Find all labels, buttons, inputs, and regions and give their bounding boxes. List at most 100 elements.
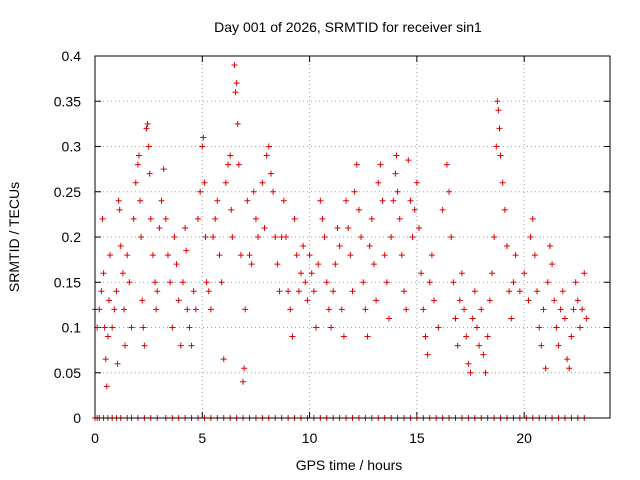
data-point [255, 234, 262, 240]
x-tick-label: 10 [302, 430, 318, 446]
data-point [574, 297, 581, 304]
data-point [411, 206, 418, 213]
data-point [516, 288, 523, 295]
data-point [349, 288, 356, 295]
data-point [104, 333, 111, 340]
data-point [134, 161, 141, 168]
data-point [145, 143, 152, 150]
data-point [383, 279, 390, 286]
y-tick-label: 0.3 [62, 139, 82, 155]
y-tick-label: 0.2 [62, 229, 82, 245]
data-point [452, 315, 459, 322]
data-point [96, 306, 103, 313]
data-point [353, 161, 360, 168]
data-point [244, 197, 251, 204]
data-point [381, 252, 388, 259]
data-point [521, 270, 528, 277]
data-point [202, 234, 209, 240]
data-point [115, 197, 122, 204]
data-point [458, 270, 465, 277]
data-point [478, 306, 485, 313]
data-point [388, 234, 395, 240]
data-point [282, 234, 289, 240]
data-point [122, 342, 129, 349]
data-point [231, 62, 238, 69]
data-point [146, 170, 153, 177]
data-point [407, 197, 414, 204]
data-point [454, 342, 461, 349]
data-point [345, 224, 352, 231]
x-tick-label: 15 [409, 430, 425, 446]
data-point [302, 279, 309, 286]
y-tick-label: 0.25 [54, 184, 81, 200]
data-point [143, 125, 150, 132]
data-point [476, 342, 483, 349]
data-point [315, 261, 322, 268]
data-point [366, 243, 373, 250]
data-point [177, 342, 184, 349]
data-point [555, 342, 562, 349]
data-point [330, 288, 337, 295]
data-point [190, 288, 197, 295]
data-point [428, 252, 435, 259]
data-point [559, 288, 566, 295]
data-point [465, 360, 472, 367]
data-point [111, 306, 118, 313]
data-point [98, 288, 105, 295]
data-point [568, 333, 575, 340]
data-point [493, 143, 500, 150]
data-point [132, 179, 139, 186]
grid-lines [95, 56, 610, 418]
data-point [416, 224, 423, 231]
data-point [248, 261, 255, 268]
data-point [218, 279, 225, 286]
data-point [304, 297, 311, 304]
data-point [527, 234, 534, 240]
data-point [259, 179, 266, 186]
data-point [497, 152, 504, 159]
data-point [313, 324, 320, 331]
data-point [446, 188, 453, 195]
data-point [192, 306, 199, 313]
data-point [362, 306, 369, 313]
data-point [370, 261, 377, 268]
data-point [581, 270, 588, 277]
data-point [233, 80, 240, 87]
data-point [544, 279, 551, 286]
data-point [373, 297, 380, 304]
data-point [494, 98, 501, 105]
data-point [186, 324, 193, 331]
data-point [289, 333, 296, 340]
y-tick-label: 0.05 [54, 365, 81, 381]
data-point [321, 234, 328, 240]
data-point [448, 234, 455, 240]
data-point [153, 306, 160, 313]
data-point [508, 315, 515, 322]
data-point [241, 365, 248, 372]
data-point [169, 324, 176, 331]
data-point [101, 324, 108, 331]
data-point [343, 197, 350, 204]
data-point [450, 279, 457, 286]
data-point [188, 342, 195, 349]
data-point [287, 306, 294, 313]
data-point [113, 288, 120, 295]
data-point [393, 152, 400, 159]
data-point [167, 279, 174, 286]
data-point [461, 306, 468, 313]
data-points [92, 62, 590, 421]
data-point [561, 315, 568, 322]
data-point [130, 215, 137, 222]
data-point [579, 306, 586, 313]
data-point [200, 134, 207, 141]
data-point [199, 143, 206, 150]
data-point [149, 252, 156, 259]
data-point [576, 324, 583, 331]
y-tick-label: 0.35 [54, 93, 81, 109]
data-point [276, 288, 283, 295]
data-point [396, 215, 403, 222]
data-point [424, 351, 431, 358]
data-point [261, 224, 268, 231]
data-point [390, 197, 397, 204]
data-point [120, 306, 127, 313]
